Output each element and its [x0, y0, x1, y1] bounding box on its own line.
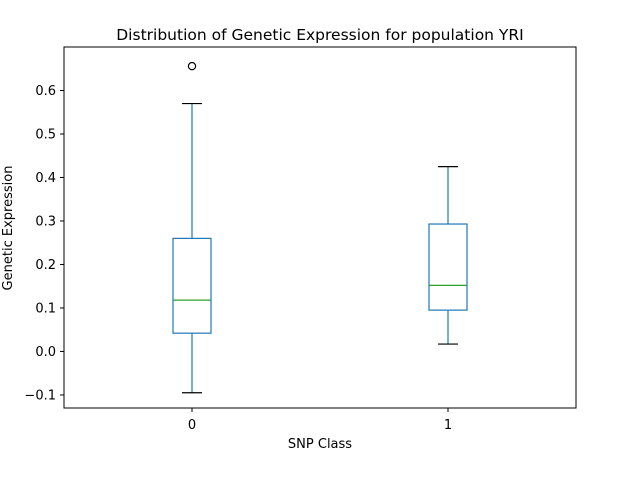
y-tick-label: 0.1: [35, 301, 56, 316]
box-series: [172, 61, 468, 394]
y-tick-label: 0.4: [35, 171, 56, 186]
x-axis-label: SNP Class: [288, 437, 352, 452]
y-axis-label: Genetic Expression: [1, 166, 16, 291]
y-tick-label: 0.6: [35, 84, 56, 99]
y-tick-label: 0.0: [35, 345, 56, 360]
y-tick-label: 0.3: [35, 214, 56, 229]
y-tick-label: −0.1: [24, 388, 56, 403]
y-tick-label: 0.5: [35, 127, 56, 142]
y-axis: −0.1 0.0 0.1 0.2 0.3 0.4 0.5 0.6: [24, 84, 64, 403]
iqr-box: [172, 237, 212, 334]
iqr-box: [428, 223, 468, 311]
box-group-1: [428, 166, 468, 345]
box-group-0: [172, 61, 212, 394]
x-tick-label: 1: [444, 418, 452, 433]
chart-title: Distribution of Genetic Expression for p…: [116, 26, 523, 44]
outlier-point: [187, 61, 197, 71]
x-tick-label: 0: [188, 418, 196, 433]
plot-area-frame: [63, 46, 577, 409]
y-tick-label: 0.2: [35, 258, 56, 273]
